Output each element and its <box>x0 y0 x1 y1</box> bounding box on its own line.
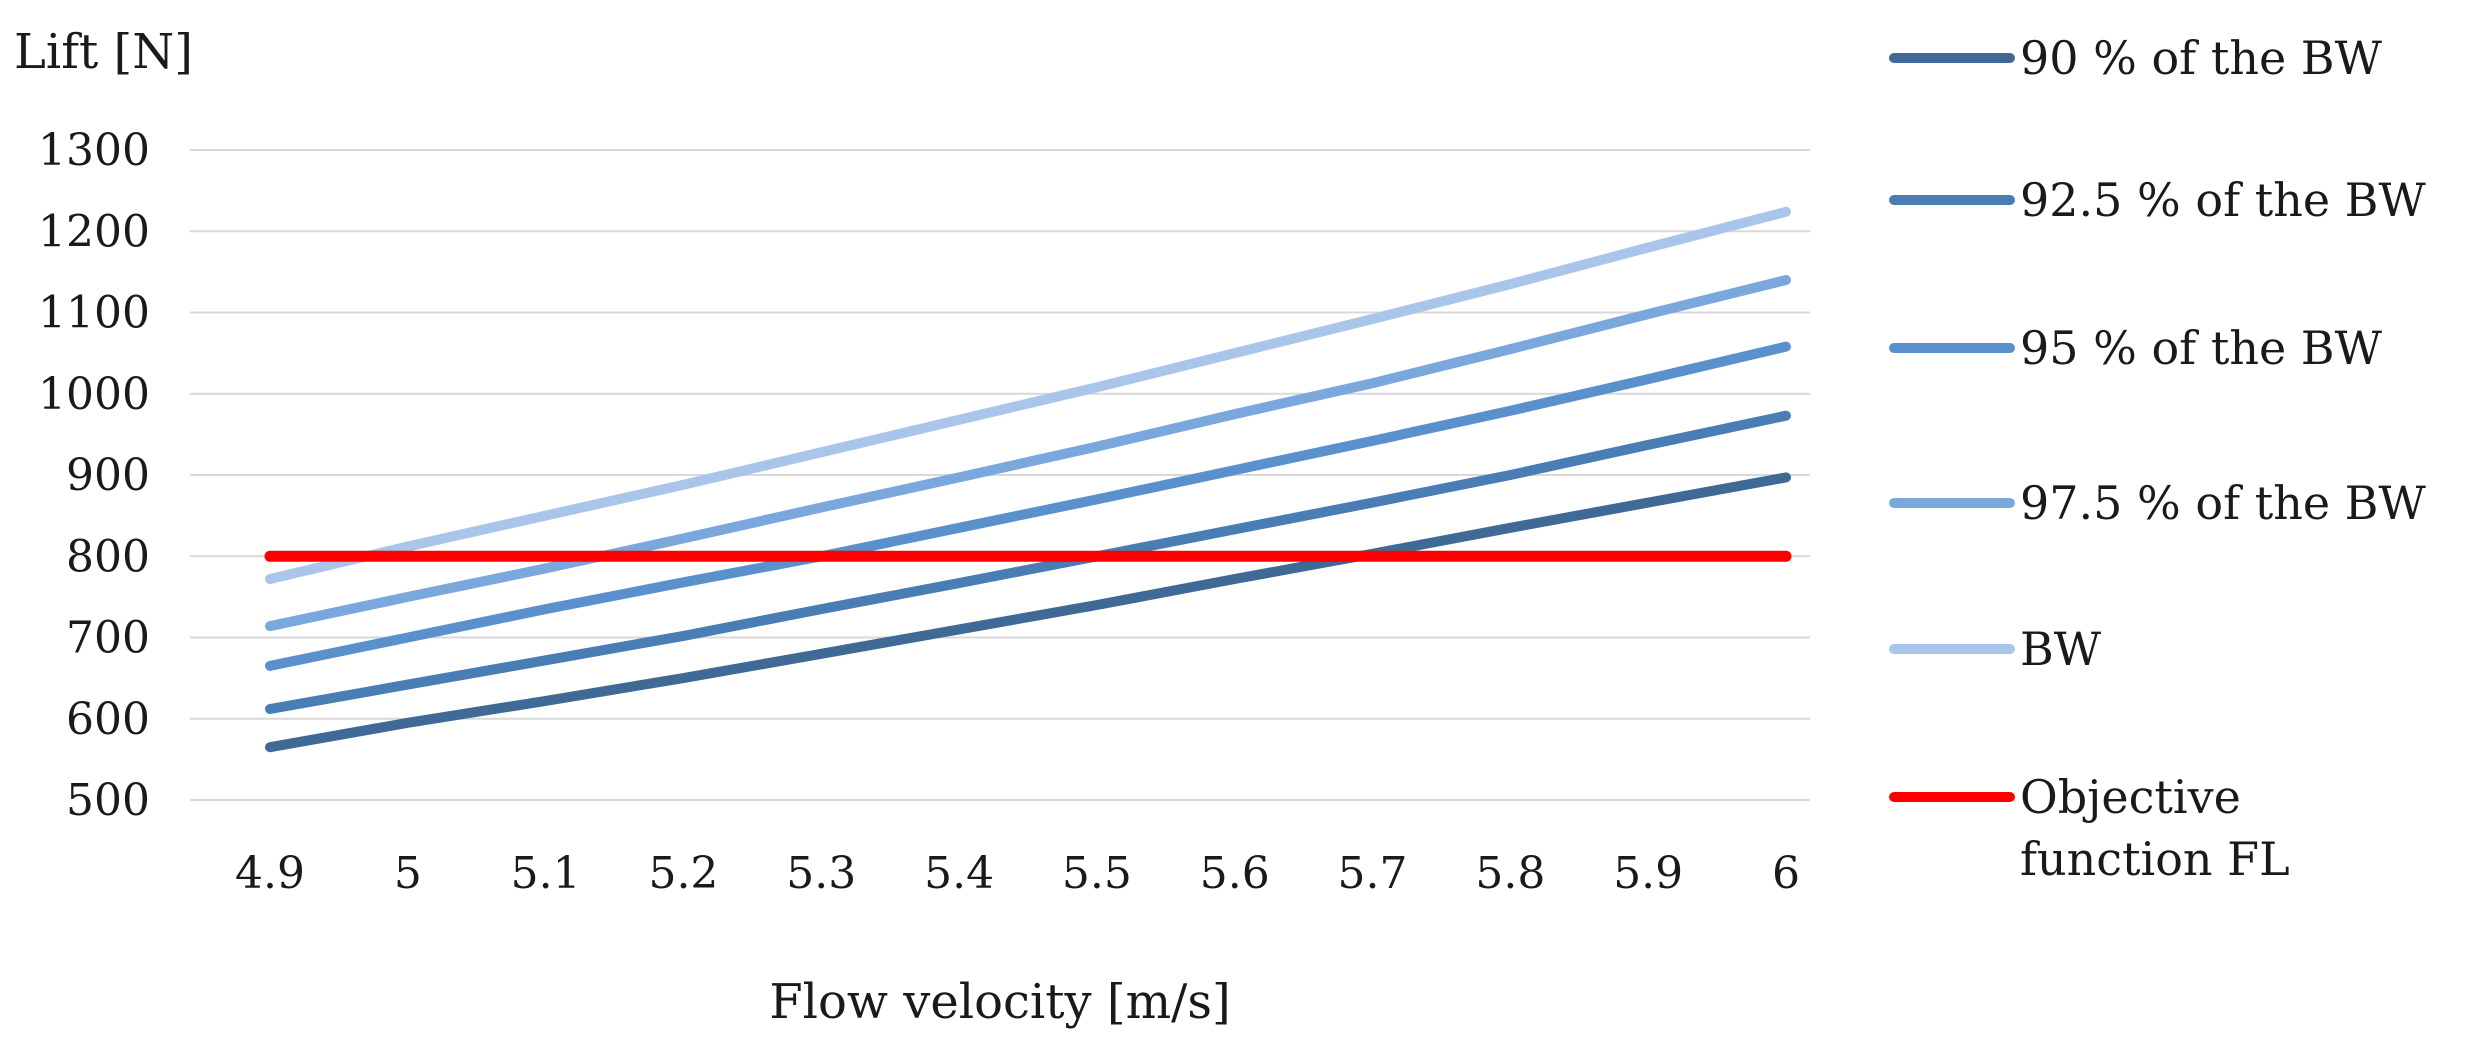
y-tick-label: 1100 <box>38 288 150 339</box>
legend-label: 97.5 % of the BW <box>2020 476 2426 530</box>
x-tick-label: 5.8 <box>1475 848 1545 899</box>
y-tick-label: 900 <box>66 450 150 501</box>
x-tick-label: 5.3 <box>786 848 856 899</box>
series-lines <box>264 206 1792 753</box>
legend-label: 95 % of the BW <box>2020 321 2383 375</box>
legend-label: 92.5 % of the BW <box>2020 173 2426 227</box>
series-line-2 <box>265 341 1791 671</box>
x-tick-label: 5.6 <box>1200 848 1270 899</box>
x-tick-label: 5.1 <box>511 848 581 899</box>
x-tick-label: 5.2 <box>648 848 718 899</box>
y-tick-label: 700 <box>66 613 150 664</box>
x-tick-label: 5.7 <box>1338 848 1408 899</box>
series-line-4 <box>265 206 1791 584</box>
y-tick-label: 600 <box>66 694 150 745</box>
series-line-0 <box>265 472 1791 753</box>
x-axis-title: Flow velocity [m/s] <box>769 974 1230 1030</box>
legend-label: 90 % of the BW <box>2020 31 2383 85</box>
y-tick-labels: 500 600 700 800 900 1000 1100 1200 1300 <box>38 125 150 826</box>
legend-label: BW <box>2020 622 2102 676</box>
legend-label: Objective <box>2020 770 2241 824</box>
x-tick-label: 6 <box>1772 848 1800 899</box>
x-tick-labels: 4.9 5 5.1 5.2 5.3 5.4 5.5 5.6 5.7 5.8 5.9 6 <box>235 848 1800 899</box>
legend: 90 % of the BW 92.5 % of the BW 95 % of th… <box>1889 31 2426 886</box>
y-tick-label: 1200 <box>38 206 150 257</box>
x-tick-label: 5 <box>394 848 422 899</box>
y-tick-label: 800 <box>66 531 150 582</box>
series-line-3 <box>265 275 1791 632</box>
x-tick-label: 5.9 <box>1613 848 1683 899</box>
legend-label: function FL <box>2020 832 2290 886</box>
series-line-1 <box>265 410 1791 714</box>
y-tick-label: 1000 <box>38 369 150 420</box>
y-tick-label: 1300 <box>38 125 150 176</box>
gridlines <box>190 149 1810 801</box>
x-tick-label: 5.5 <box>1062 848 1132 899</box>
y-tick-label: 500 <box>66 775 150 826</box>
y-axis-title: Lift [N] <box>14 24 193 80</box>
x-tick-label: 5.4 <box>924 848 994 899</box>
x-tick-label: 4.9 <box>235 848 305 899</box>
